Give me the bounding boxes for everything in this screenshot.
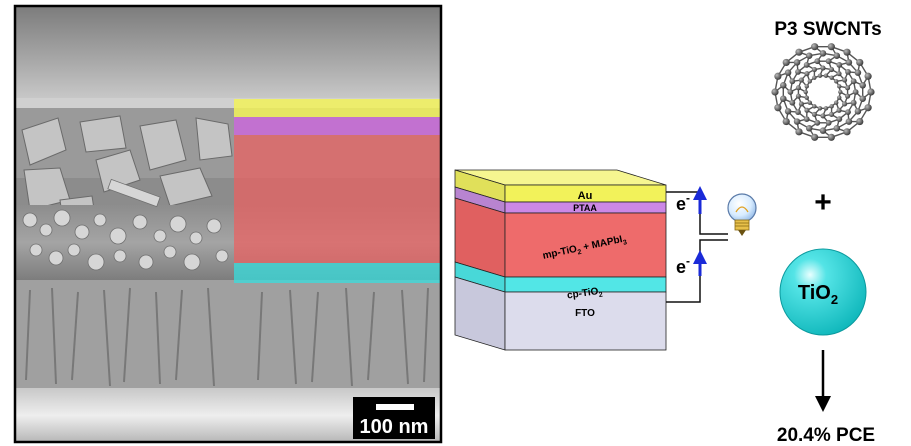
nanotube-icon: [771, 43, 875, 141]
label-ptaa: PTAA: [573, 203, 597, 213]
down-arrow-icon: [815, 350, 831, 412]
scale-bar-line: [376, 404, 414, 410]
nanotube-title: P3 SWCNTs: [774, 19, 881, 40]
tio2-sphere: TiO2: [779, 248, 867, 336]
sem-background-region: [14, 5, 442, 100]
pce-label: 20.4% PCE: [777, 425, 875, 446]
electron-top: e-: [676, 186, 707, 214]
sem-particles: [22, 178, 229, 271]
electron-bottom: e-: [676, 250, 707, 277]
electron-arrow-head-bottom: [693, 250, 707, 264]
layer-fto: [504, 291, 667, 351]
sem-color-overlays: [234, 99, 442, 283]
sem-micrograph: 100 nm: [13, 4, 443, 444]
sem-columns: [25, 287, 429, 387]
overlay-cp-tio2: [234, 263, 442, 283]
tio2-sphere-icon: [779, 248, 867, 336]
scale-bar-label: 100 nm: [360, 416, 429, 438]
light-bulb-icon: [727, 193, 757, 236]
label-cp-tio2: cp-TiO2: [566, 286, 603, 304]
overlay-au: [234, 99, 442, 117]
sem-frame: [13, 4, 443, 444]
svg-text:e-: e-: [676, 191, 690, 214]
plus-sign: +: [814, 186, 832, 219]
tio2-label: TiO2: [798, 282, 838, 307]
scale-bar: 100 nm: [353, 397, 435, 439]
overlay-ptaa: [234, 117, 442, 135]
label-fto: FTO: [575, 308, 595, 319]
label-au: Au: [578, 190, 593, 202]
overlay-perovskite: [234, 135, 442, 263]
svg-text:e-: e-: [676, 254, 690, 277]
device-stack: [454, 169, 667, 351]
electron-arrow-head-top: [693, 186, 707, 200]
layer-perovskite: [504, 212, 667, 278]
